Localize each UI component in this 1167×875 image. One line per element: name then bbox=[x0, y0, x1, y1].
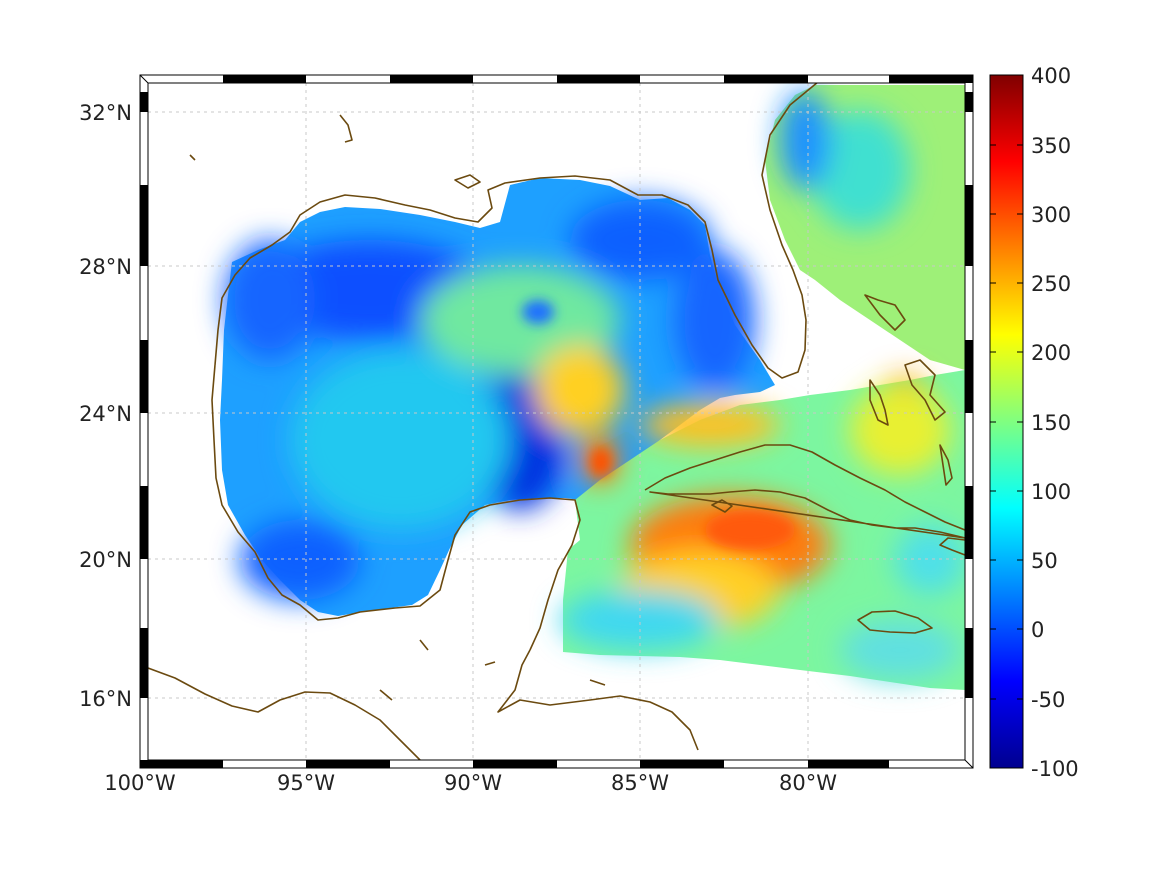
bahamas-exuma bbox=[939, 444, 953, 486]
deep-blue-west-gulf bbox=[225, 240, 315, 360]
atlantic-blue-patch bbox=[780, 90, 830, 190]
bahamas-yellow bbox=[850, 385, 950, 475]
southwest-gulf-blue bbox=[240, 520, 360, 600]
isle-of-youth bbox=[711, 499, 733, 513]
colorbar-tick-label: 350 bbox=[1031, 134, 1071, 158]
lat-tick-label: 28°N bbox=[79, 255, 132, 279]
loop-current-yellow bbox=[535, 345, 625, 435]
mexico-gulf-coast bbox=[211, 364, 581, 651]
bahamas-eleuthera bbox=[904, 359, 946, 421]
colorbar-tick-label: 0 bbox=[1031, 618, 1044, 642]
florida-shelf-blue bbox=[675, 250, 755, 390]
heat-field bbox=[220, 85, 965, 690]
south-caribbean-cyan-east bbox=[840, 620, 960, 680]
cuba-coast bbox=[644, 444, 965, 539]
map-frame bbox=[139, 74, 974, 769]
gulf-coast bbox=[214, 83, 819, 379]
lat-tick-label: 24°N bbox=[79, 402, 132, 426]
gulf-eddy-blue bbox=[522, 300, 554, 324]
florida-straits-yellow bbox=[640, 403, 780, 447]
bahamas-abaco bbox=[864, 294, 906, 331]
mexico-pacific-coast bbox=[148, 667, 421, 760]
south-caribbean-cyan bbox=[560, 590, 720, 650]
longitude-tick-labels: 100°W 95°W 90°W 85°W 80°W bbox=[104, 771, 837, 795]
colorbar: 400 350 300 250 200 150 100 50 0 -50 -10… bbox=[989, 64, 1079, 781]
lon-tick-label: 90°W bbox=[444, 771, 502, 795]
bahamas-andros bbox=[869, 379, 889, 426]
yucatan-reefs bbox=[379, 639, 606, 701]
grid-lines bbox=[148, 83, 965, 760]
colorbar-ticks bbox=[990, 144, 1023, 700]
colorbar-tick-label: -100 bbox=[1031, 757, 1079, 781]
map-area: 100°W 95°W 90°W 85°W 80°W 32°N 28°N 24°N… bbox=[79, 74, 974, 795]
central-america-coast bbox=[497, 649, 699, 751]
lat-tick-label: 16°N bbox=[79, 687, 132, 711]
colorbar-tick-label: 400 bbox=[1031, 64, 1071, 88]
coastlines bbox=[148, 83, 965, 760]
hispaniola-coast bbox=[939, 537, 965, 556]
colorbar-tick-label: 150 bbox=[1031, 411, 1071, 435]
mobile-bay-islands bbox=[189, 114, 481, 189]
colorbar-tick-labels: 400 350 300 250 200 150 100 50 0 -50 -10… bbox=[1031, 64, 1079, 781]
jamaica-coast bbox=[857, 610, 933, 634]
cayman-core-red bbox=[705, 510, 795, 550]
lon-tick-label: 85°W bbox=[611, 771, 669, 795]
atlantic-cyan-patch bbox=[810, 110, 910, 230]
lat-tick-label: 32°N bbox=[79, 101, 132, 125]
lon-tick-label: 100°W bbox=[104, 771, 176, 795]
lon-tick-label: 95°W bbox=[277, 771, 335, 795]
colorbar-tick-label: 100 bbox=[1031, 480, 1071, 504]
windward-passage-cyan bbox=[895, 525, 965, 595]
loop-core-red bbox=[591, 448, 611, 476]
colorbar-tick-label: -50 bbox=[1031, 688, 1065, 712]
lon-tick-label: 80°W bbox=[779, 771, 837, 795]
colorbar-tick-label: 50 bbox=[1031, 549, 1058, 573]
colorbar-tick-label: 200 bbox=[1031, 341, 1071, 365]
colorbar-tick-label: 300 bbox=[1031, 203, 1071, 227]
latitude-tick-labels: 32°N 28°N 24°N 20°N 16°N bbox=[79, 101, 132, 711]
colorbar-tick-label: 250 bbox=[1031, 272, 1071, 296]
central-gulf-cyan bbox=[290, 350, 510, 530]
lat-tick-label: 20°N bbox=[79, 548, 132, 572]
